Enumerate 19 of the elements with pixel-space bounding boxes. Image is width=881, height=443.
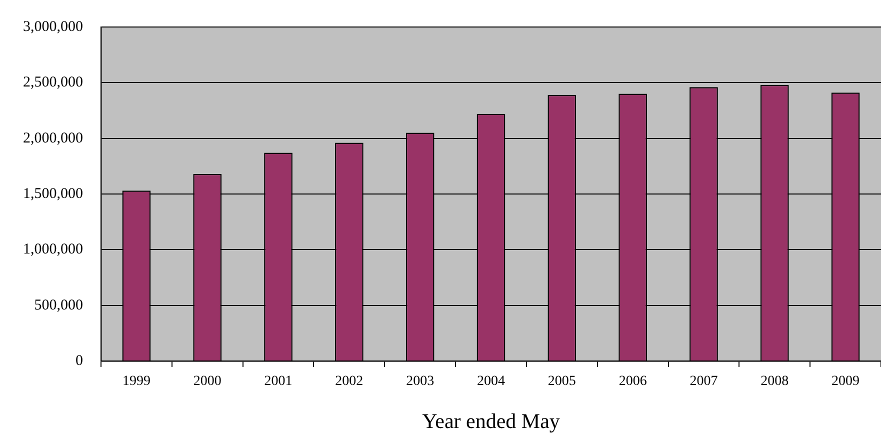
x-tick-label: 2005 [548,374,576,390]
x-tick-label: 2006 [618,374,647,390]
y-tick-label: 500,000 [34,297,83,314]
x-tick-label: 1999 [122,374,150,390]
x-tick-label: 2003 [406,374,434,390]
y-tick-label: 3,000,000 [23,18,83,35]
x-tick-label: 2008 [760,374,789,390]
y-tick-label: 2,000,000 [23,130,83,146]
x-tick-label: 2000 [193,374,222,390]
y-tick-label: 0 [76,352,83,369]
x-axis-title: Year ended May [422,408,560,433]
x-tick-label: 2007 [690,374,718,390]
x-tick-label: 2009 [832,374,860,390]
x-tick-label: 2001 [264,374,292,390]
x-tick-label: 2002 [335,374,364,390]
x-tick-label: 2004 [477,374,505,390]
y-tick-label: 1,500,000 [23,186,83,202]
y-tick-label: 1,000,000 [23,242,83,258]
y-tick-label: 2,500,000 [23,74,83,91]
